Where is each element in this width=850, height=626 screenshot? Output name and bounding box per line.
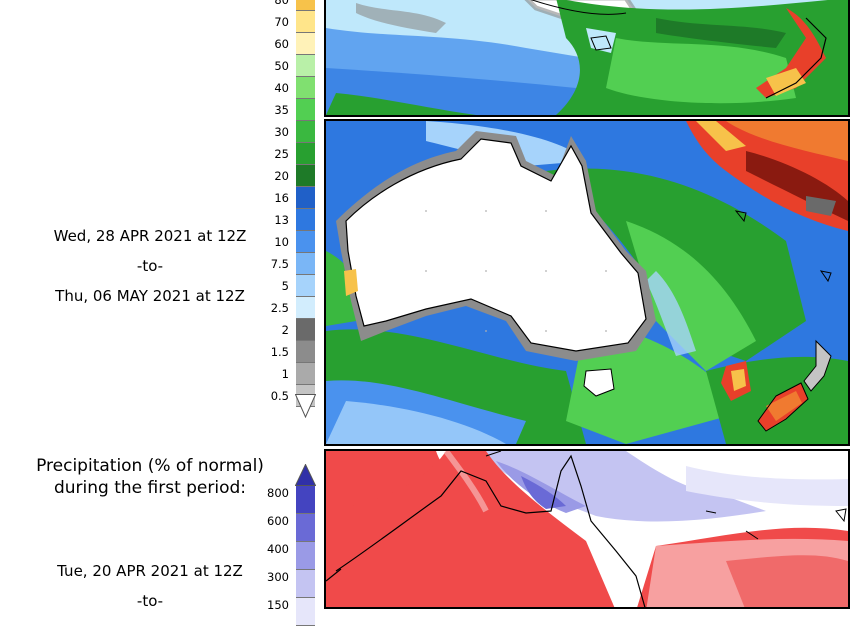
panel_middle-legend-label: 5 (281, 279, 289, 293)
panel_top-legend-swatch (296, 99, 315, 121)
panel_bottom-legend-label: 600 (267, 514, 289, 528)
panel_top-legend-label: 40 (274, 81, 289, 95)
middle-map-svg (326, 121, 848, 444)
panel_top-legend-swatch (296, 165, 315, 187)
panel_top-legend-swatch (296, 0, 315, 11)
bottom-map-panel (324, 449, 850, 609)
panel_bottom-legend-swatch (296, 542, 315, 570)
panel_top-legend-swatch (296, 33, 315, 55)
panel_top-legend-swatch (296, 121, 315, 143)
top-map-svg (326, 0, 848, 115)
panel_middle-legend-label: 10 (274, 235, 289, 249)
panel_middle-legend-label: 7.5 (270, 257, 289, 271)
bottom-legend-top-triangle (295, 464, 316, 486)
panel_middle-legend-swatch (296, 319, 315, 341)
panel_bottom-legend-label: 400 (267, 542, 289, 556)
panel_middle-legend-swatch (296, 297, 315, 319)
panel_top-legend-swatch (296, 55, 315, 77)
panel_middle-legend-label: 2 (281, 323, 289, 337)
panel_bottom-legend-swatch (296, 570, 315, 598)
top-map-panel (324, 0, 850, 117)
panel_middle-legend-label: 1.5 (270, 345, 289, 359)
panel_middle-legend-swatch (296, 231, 315, 253)
panel_bottom-legend-label: 800 (267, 486, 289, 500)
bottom-period-from: Tue, 20 APR 2021 at 12Z (57, 562, 243, 580)
bottom-legend-title-line2: during the first period: (53, 478, 247, 498)
panel_top-legend-swatch (296, 187, 315, 209)
panel_middle-legend-label: 0.5 (270, 389, 289, 403)
middle-period-from: Wed, 28 APR 2021 at 12Z (53, 227, 247, 245)
panel_bottom-legend-swatch (296, 486, 315, 514)
panel_middle-legend-swatch (296, 275, 315, 297)
panel_top-legend-label: 70 (274, 15, 289, 29)
panel_top-legend-swatch (296, 143, 315, 165)
legend-end-triangle-outline (295, 394, 316, 418)
bottom-map-svg (326, 451, 848, 607)
panel_top-legend-label: 30 (274, 125, 289, 139)
panel_top-legend-label: 16 (274, 191, 289, 205)
panel_middle-legend-swatch (296, 363, 315, 385)
panel_top-legend-label: 25 (274, 147, 289, 161)
panel_middle-legend-label: 13 (274, 213, 289, 227)
panel_middle-legend-swatch (296, 253, 315, 275)
panel_top-legend-label: 50 (274, 59, 289, 73)
panel_top-legend-swatch (296, 77, 315, 99)
panel_middle-legend-label: 2.5 (270, 301, 289, 315)
panel_middle-legend-label: 1 (281, 367, 289, 381)
panel_top-legend-swatch (296, 11, 315, 33)
panel_bottom-legend-label: 300 (267, 570, 289, 584)
panel_top-legend-label: 80 (274, 0, 289, 7)
middle-period-to: Thu, 06 MAY 2021 at 12Z (55, 287, 245, 305)
middle-period-separator: -to- (136, 257, 164, 275)
panel_top-legend-label: 60 (274, 37, 289, 51)
bottom-period-separator: -to- (136, 592, 164, 610)
panel_top-legend-label: 20 (274, 169, 289, 183)
panel_middle-legend-swatch (296, 341, 315, 363)
panel_bottom-legend-swatch (296, 514, 315, 542)
panel_top-legend-label: 35 (274, 103, 289, 117)
bottom-legend-title-line1: Precipitation (% of normal) (36, 456, 264, 476)
panel_middle-legend-swatch (296, 209, 315, 231)
middle-map-panel (324, 119, 850, 446)
